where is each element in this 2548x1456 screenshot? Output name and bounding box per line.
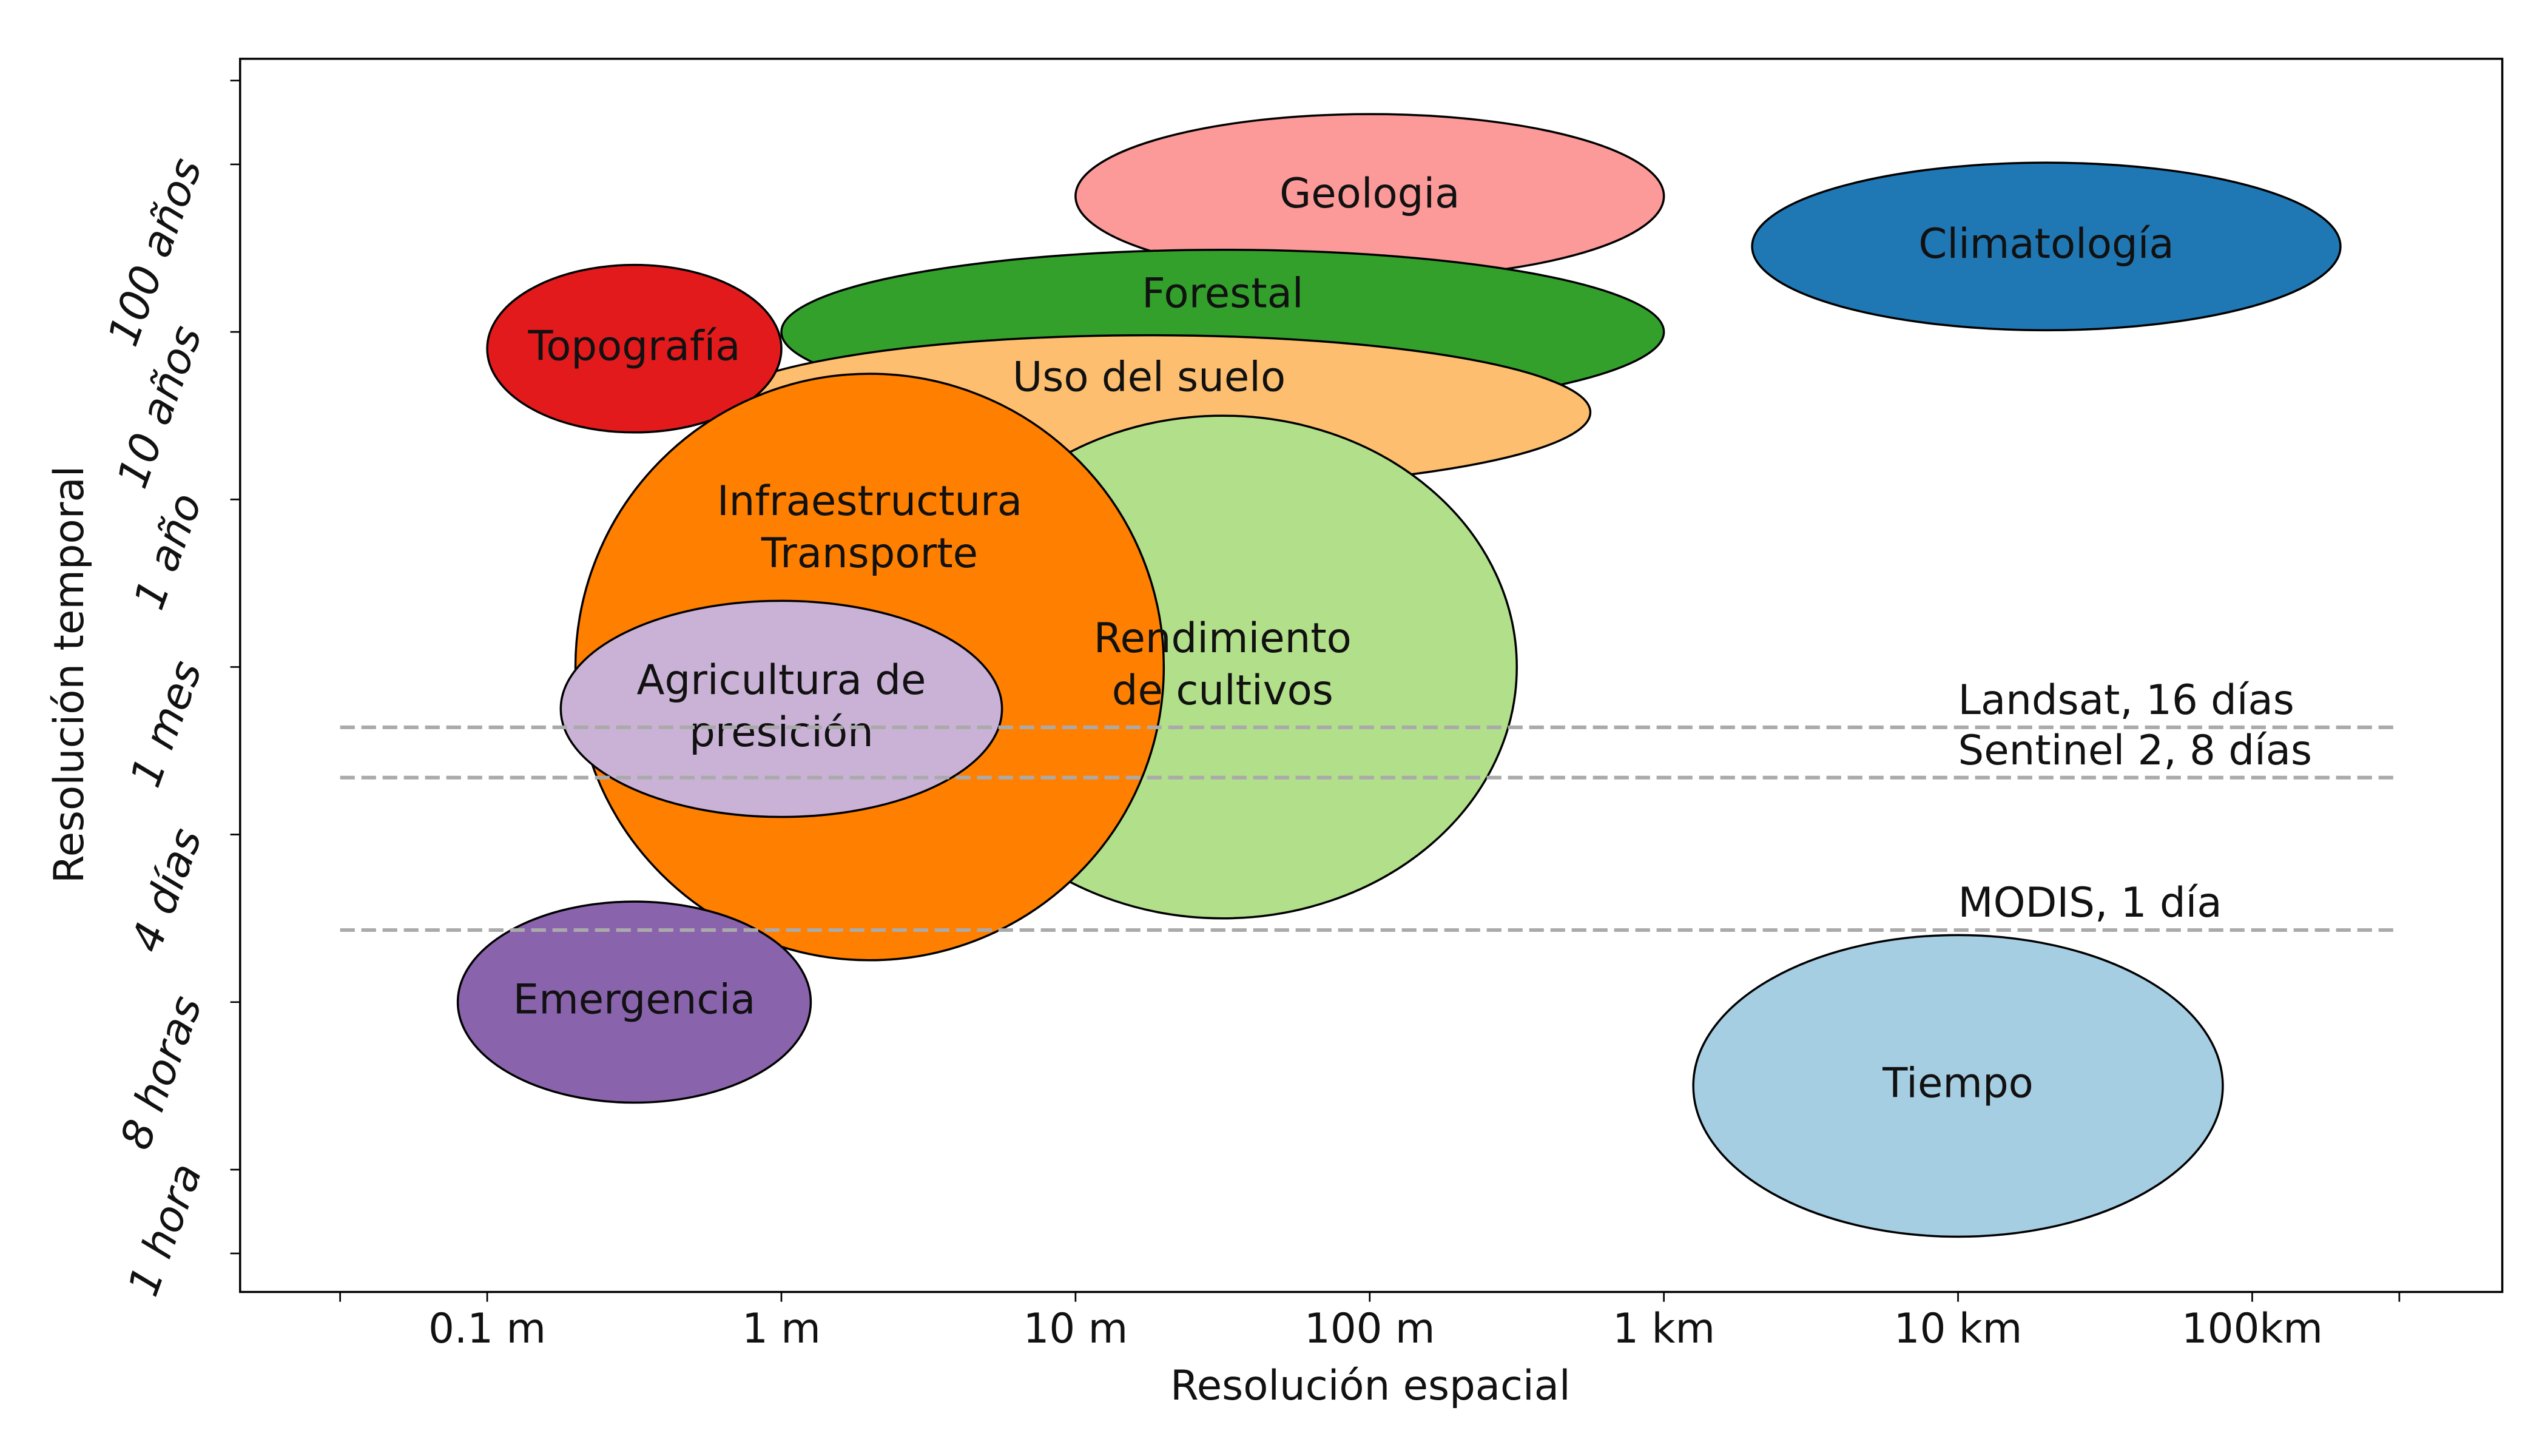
- ellipse-label: Rendimiento: [1094, 615, 1352, 662]
- x-tick-label: 10 m: [1023, 1305, 1128, 1352]
- y-tick-label: 8 horas: [110, 989, 212, 1156]
- ellipse-label: Topografía: [528, 322, 741, 369]
- x-axis-title: Resolución espacial: [1170, 1362, 1571, 1409]
- y-tick-label: 1 año: [124, 487, 211, 616]
- ellipse-label: Climatología: [1918, 220, 2174, 268]
- y-tick-label: 1 hora: [118, 1157, 212, 1303]
- y-tick-label: 100 años: [98, 152, 212, 352]
- ellipse-label: Emergencia: [513, 976, 756, 1023]
- ellipse-label: Transporte: [761, 530, 978, 577]
- x-tick-label: 0.1 m: [428, 1305, 546, 1352]
- reference-label: MODIS, 1 día: [1958, 879, 2222, 926]
- y-axis-title: Resolución temporal: [46, 466, 93, 883]
- ellipse-label: presición: [689, 709, 874, 756]
- x-tick-label: 1 km: [1613, 1305, 1715, 1352]
- ellipse-label: Forestal: [1142, 269, 1303, 317]
- y-tick-label: 4 días: [121, 822, 212, 959]
- ellipse-label: Uso del suelo: [1013, 353, 1286, 400]
- x-tick-label: 10 km: [1894, 1305, 2023, 1352]
- x-tick-label: 100 m: [1304, 1305, 1435, 1352]
- ellipse: [486, 263, 783, 434]
- ellipse: [456, 900, 812, 1104]
- x-tick-label: 1 m: [742, 1305, 821, 1352]
- ellipse: [1692, 934, 2224, 1238]
- x-tick-label: 100km: [2182, 1305, 2323, 1352]
- ellipse-label: de cultivos: [1112, 667, 1333, 714]
- ellipse: [559, 599, 1003, 818]
- reference-label: Landsat, 16 días: [1958, 676, 2294, 724]
- plot-frame: [239, 58, 2504, 1293]
- ellipse-label: Infraestructura: [717, 477, 1022, 525]
- ellipse-label: Tiempo: [1882, 1059, 2034, 1107]
- ellipse-label: Agricultura de: [637, 656, 926, 704]
- y-tick-label: 1 mes: [120, 654, 211, 794]
- reference-label: Sentinel 2, 8 días: [1958, 727, 2313, 774]
- ellipse-label: Geologia: [1279, 170, 1460, 217]
- ellipse: [1751, 161, 2342, 332]
- y-tick-label: 10 años: [107, 319, 212, 494]
